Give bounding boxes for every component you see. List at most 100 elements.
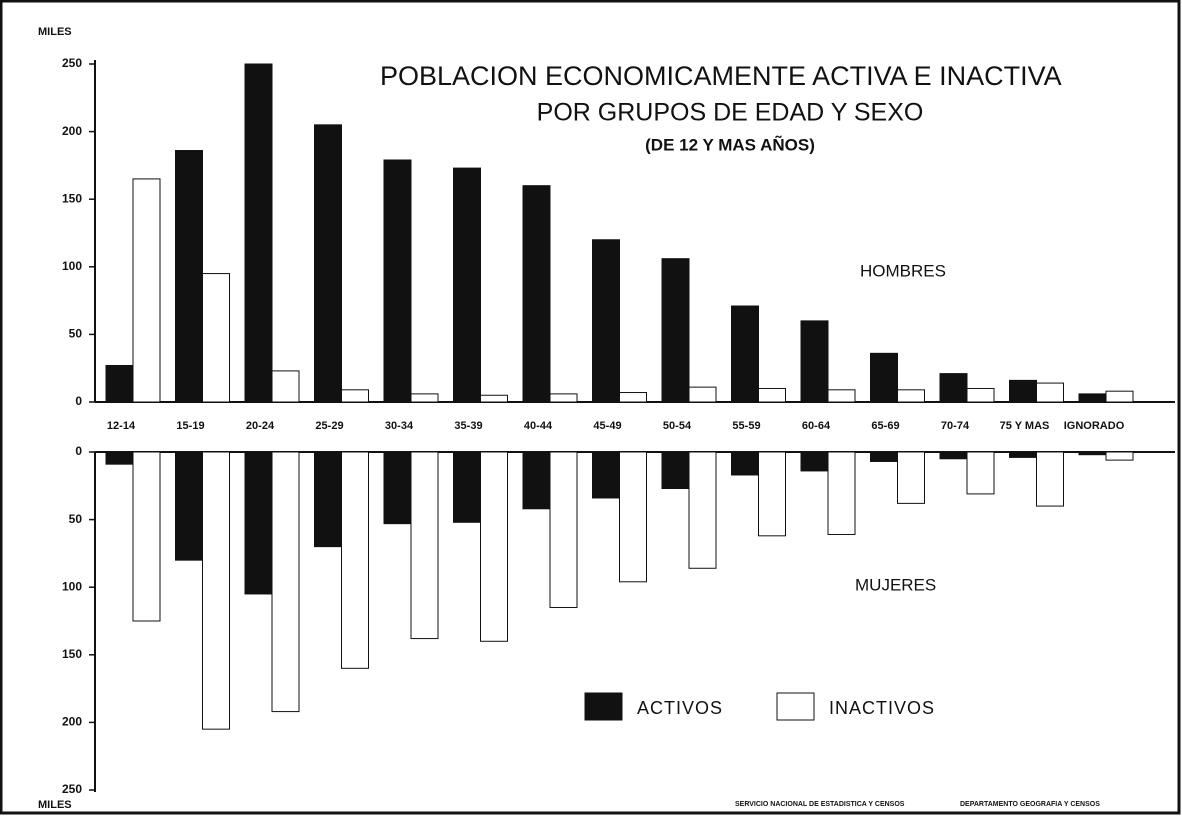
bar — [827, 389, 856, 403]
legend-label: INACTIVOS — [829, 698, 935, 718]
bar — [939, 373, 968, 403]
bar — [453, 451, 481, 523]
bar — [132, 178, 161, 403]
bar — [1105, 390, 1134, 403]
x-tick-label: 75 Y MAS — [1000, 420, 1050, 432]
bar — [1078, 451, 1107, 456]
bar — [341, 389, 369, 403]
panel-label: HOMBRES — [860, 261, 946, 280]
y-tick-label: 50 — [69, 327, 83, 341]
bar — [897, 389, 925, 403]
bar — [688, 451, 717, 569]
legend-label: ACTIVOS — [637, 698, 723, 718]
bar — [966, 387, 995, 403]
bar — [939, 451, 968, 460]
y-axis-label: MILES — [38, 26, 72, 38]
bar — [1078, 393, 1107, 403]
y-tick-label: 50 — [69, 512, 83, 526]
bar — [1105, 451, 1134, 461]
bar — [758, 451, 786, 537]
bar — [731, 305, 759, 403]
bar — [105, 364, 134, 403]
x-tick-label: 40-44 — [524, 420, 553, 432]
bar — [383, 451, 412, 525]
bar — [132, 451, 161, 622]
x-tick-label: 25-29 — [315, 420, 343, 432]
bar — [480, 451, 508, 642]
y-tick-label: 250 — [62, 782, 82, 796]
y-tick-label: 0 — [75, 444, 82, 458]
bar — [202, 273, 230, 403]
y-tick-label: 100 — [62, 579, 82, 593]
bar — [661, 258, 690, 403]
x-tick-label: 55-59 — [732, 420, 760, 432]
bar — [175, 150, 203, 403]
bar — [870, 352, 898, 403]
bar — [522, 185, 551, 403]
bar — [592, 239, 620, 403]
bar — [244, 451, 273, 595]
bar — [244, 63, 273, 403]
bar — [341, 451, 369, 669]
bar — [271, 451, 300, 713]
source: SERVICIO NACIONAL DE ESTADISTICA Y CENSO… — [735, 801, 905, 808]
bar — [870, 451, 898, 462]
y-tick-label: 0 — [75, 394, 82, 408]
bar — [800, 451, 829, 472]
x-tick-label: 65-69 — [871, 420, 899, 432]
bar — [410, 451, 439, 640]
x-tick-label: 30-34 — [385, 420, 414, 432]
x-tick-label: IGNORADO — [1064, 420, 1125, 432]
bar — [453, 167, 481, 403]
y-tick-label: 200 — [62, 124, 82, 138]
bar — [731, 451, 759, 476]
chart-subtitle: POR GRUPOS DE EDAD Y SEXO — [537, 99, 924, 127]
chart-title: POBLACION ECONOMICAMENTE ACTIVA E INACTI… — [380, 61, 1062, 91]
bar — [966, 451, 995, 495]
bar — [480, 394, 508, 403]
y-tick-label: 250 — [62, 56, 82, 70]
bar — [105, 451, 134, 465]
bar — [1036, 451, 1064, 507]
bar — [383, 159, 412, 403]
panel-label: MUJERES — [855, 575, 936, 594]
bar — [688, 386, 717, 403]
bar — [314, 451, 342, 548]
bar — [202, 451, 230, 730]
y-axis-label: MILES — [38, 799, 72, 811]
x-tick-label: 50-54 — [663, 420, 692, 432]
bar — [592, 451, 620, 499]
bar — [314, 124, 342, 403]
bar — [827, 451, 856, 535]
bar — [661, 451, 690, 490]
bar — [619, 392, 647, 403]
bar — [619, 451, 647, 583]
x-tick-label: 12-14 — [107, 420, 136, 432]
bar — [897, 451, 925, 504]
x-tick-label: 15-19 — [176, 420, 204, 432]
x-tick-label: 70-74 — [941, 420, 970, 432]
legend-swatch — [776, 692, 815, 721]
bar — [410, 393, 439, 403]
x-tick-label: 60-64 — [802, 420, 831, 432]
bar — [271, 370, 300, 403]
bar — [800, 320, 829, 403]
bar — [522, 451, 551, 510]
bar — [1009, 451, 1037, 458]
y-tick-label: 100 — [62, 259, 82, 273]
bar — [1009, 379, 1037, 403]
y-tick-label: 150 — [62, 647, 82, 661]
source: DEPARTAMENTO GEOGRAFIA Y CENSOS — [960, 801, 1100, 808]
x-tick-label: 20-24 — [246, 420, 275, 432]
legend-swatch — [584, 692, 623, 721]
chart-note: (DE 12 Y MAS AÑOS) — [645, 134, 815, 154]
bar — [549, 451, 578, 608]
x-tick-label: 45-49 — [593, 420, 621, 432]
y-tick-label: 150 — [62, 191, 82, 205]
bar — [758, 387, 786, 403]
bar — [175, 451, 203, 561]
bar — [549, 393, 578, 403]
bar — [1036, 382, 1064, 403]
x-tick-label: 35-39 — [454, 420, 482, 432]
